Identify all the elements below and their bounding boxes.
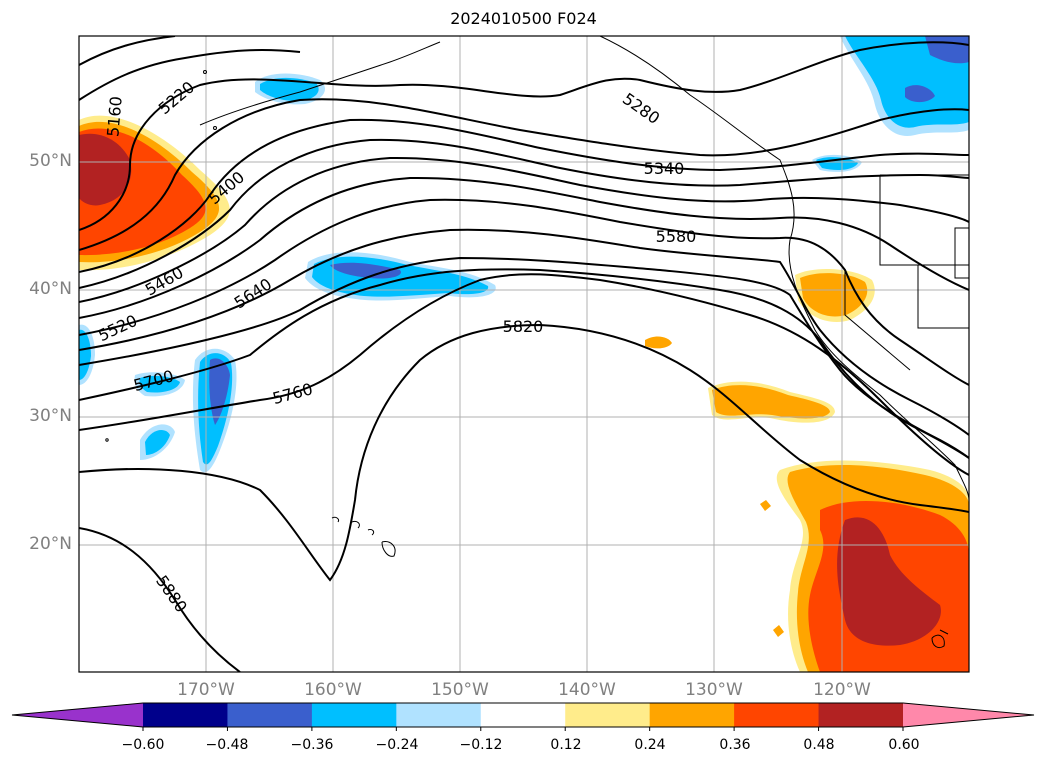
lat-label-40n: 40°N [29, 279, 72, 299]
colorbar-tick-label: −0.48 [205, 737, 249, 753]
colorbar-swatch [396, 703, 482, 727]
colorbar-tick-label: 0.24 [634, 737, 666, 753]
colorbar [11, 702, 1035, 731]
contour-label-5460: 5460 [142, 263, 187, 300]
contour-label-5340: 5340 [644, 159, 685, 178]
colorbar-extend-high [903, 703, 1034, 727]
coastlines [105, 36, 969, 649]
lat-label-50n: 50°N [29, 151, 72, 171]
contour-label-5220: 5220 [155, 77, 198, 118]
colorbar-swatch [649, 703, 735, 727]
lon-label-170w: 170°W [177, 680, 235, 700]
lon-label-160w: 160°W [304, 680, 362, 700]
colorbar-tick-label: 0.48 [803, 737, 835, 753]
graticule [79, 36, 969, 672]
contour-label-5580: 5580 [656, 227, 697, 246]
colorbar-tick-label: 0.60 [888, 737, 920, 753]
map-frame [78, 35, 970, 673]
colorbar-tick-label: 0.36 [719, 737, 751, 753]
colorbar-swatch [143, 703, 228, 727]
colorbar-tick-label: 0.12 [550, 737, 582, 753]
map-title: 2024010500 F024 [450, 9, 597, 28]
contour-label-5160: 5160 [103, 95, 125, 137]
lon-label-120w: 120°W [813, 680, 871, 700]
height-contours [79, 36, 969, 672]
colorbar-tick-label: −0.24 [375, 737, 419, 753]
lat-label-20n: 20°N [29, 534, 72, 554]
colorbar-swatch [480, 703, 566, 727]
colorbar-swatch [734, 703, 820, 727]
contour-label-5280: 5280 [619, 89, 663, 128]
contour-label-5880: 5880 [152, 572, 191, 616]
colorbar-swatch [311, 703, 397, 727]
colorbar-swatch [818, 703, 904, 727]
contour-label-5760: 5760 [270, 379, 314, 408]
colorbar-swatch [227, 703, 313, 727]
lon-label-150w: 150°W [431, 680, 489, 700]
colorbar-tick-label: −0.36 [290, 737, 334, 753]
lat-label-30n: 30°N [29, 406, 72, 426]
colorbar-tick-label: −0.12 [459, 737, 503, 753]
lon-label-140w: 140°W [558, 680, 616, 700]
colorbar-extend-low [12, 703, 143, 727]
contour-label-5820: 5820 [503, 317, 544, 336]
colorbar-swatch [565, 703, 651, 727]
contour-label-5640: 5640 [231, 274, 275, 312]
colorbar-tick-label: −0.60 [121, 737, 165, 753]
contour-labels: 5160 5220 5280 5340 5400 5460 5520 5580 … [95, 77, 696, 616]
anomaly-fill-layer [79, 36, 969, 672]
lon-label-130w: 130°W [685, 680, 743, 700]
